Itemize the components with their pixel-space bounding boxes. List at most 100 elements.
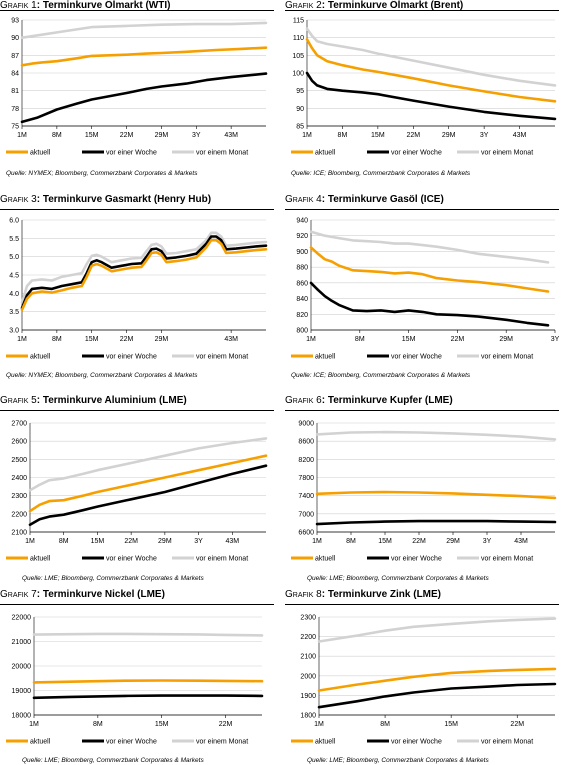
y-tick-label: 90 [296, 106, 304, 113]
y-tick-label: 2200 [300, 634, 316, 641]
y-tick-label: 84 [11, 71, 19, 78]
legend-label: aktuell [315, 150, 336, 157]
chart-source: Quelle: ICE; Bloomberg, Commerzbank Corp… [291, 170, 471, 177]
x-tick-label: 29M [499, 336, 513, 343]
chart-title-sep: : [321, 0, 328, 11]
x-tick-label: 1M [302, 132, 312, 139]
x-tick-label: 43M [224, 132, 238, 139]
legend-label: aktuell [315, 739, 336, 746]
chart-source: Quelle: LME; Bloomberg, Commerzbank Corp… [307, 757, 489, 764]
x-tick-label: 3Y [194, 538, 203, 545]
x-tick-label: 15M [402, 336, 416, 343]
x-tick-label: 1M [17, 336, 27, 343]
x-tick-label: 3Y [483, 538, 492, 545]
series-vor-einem-monat-line [315, 430, 557, 441]
chart-title: Grafik 8: Terminkurve Zink (LME) [285, 589, 441, 600]
legend-label: vor einer Woche [391, 739, 442, 746]
y-tick-label: 940 [296, 218, 308, 225]
series-vor-einem-monat-line [32, 632, 264, 637]
y-tick-label: 880 [296, 265, 308, 272]
y-tick-label: 3.0 [9, 328, 19, 335]
series-vor-einem-monat-line [20, 21, 268, 40]
x-tick-label: 15M [85, 132, 99, 139]
y-tick-label: 6600 [298, 530, 314, 537]
x-tick-label: 22M [510, 721, 524, 728]
chart-title-text: Terminkurve Gasmarkt (Henry Hub) [42, 194, 212, 205]
legend-label: vor einem Monat [481, 556, 533, 563]
y-tick-label: 5.5 [9, 236, 19, 243]
y-tick-label: 900 [296, 249, 308, 256]
title-rule [285, 410, 559, 411]
series-vor-einem-monat-line [28, 437, 268, 492]
x-tick-label: 15M [85, 336, 99, 343]
y-tick-label: 21000 [12, 639, 32, 646]
y-tick-label: 22000 [12, 615, 32, 622]
title-rule [0, 410, 274, 411]
y-tick-label: 2100 [11, 530, 27, 537]
chart-title-prefix: Grafik 3 [0, 194, 37, 205]
y-tick-label: 800 [296, 328, 308, 335]
y-tick-label: 78 [11, 106, 19, 113]
chart-source: Quelle: LME; Bloomberg, Commerzbank Corp… [22, 757, 204, 764]
x-tick-label: 43M [224, 336, 238, 343]
chart-title-text: Terminkurve Zink (LME) [327, 589, 442, 600]
legend-label: aktuell [30, 150, 51, 157]
chart-title-sep: : [36, 395, 43, 406]
chart-title-prefix: Grafik 4 [285, 194, 322, 205]
x-tick-label: 29M [446, 538, 460, 545]
series-vor-einer-woche-line [315, 519, 557, 526]
x-tick-label: 22M [120, 336, 134, 343]
legend-label: vor einem Monat [481, 150, 533, 157]
series-vor-einem-monat-line [20, 231, 268, 304]
x-tick-label: 22M [451, 336, 465, 343]
series-aktuell-line [309, 246, 550, 293]
title-rule [285, 604, 559, 605]
x-tick-label: 22M [412, 538, 426, 545]
legend-label: vor einer Woche [391, 354, 442, 361]
chart-title: Grafik 4: Terminkurve Gasöl (ICE) [285, 194, 444, 205]
chart-source: Quelle: NYMEX; Bloomberg, Commerzbank Co… [6, 170, 198, 177]
chart-title-prefix: Grafik 2 [285, 0, 322, 11]
chart-title-sep: : [321, 395, 328, 406]
x-tick-label: 29M [155, 336, 169, 343]
y-tick-label: 8600 [298, 439, 314, 446]
chart-title-sep: : [36, 589, 43, 600]
legend-label: vor einer Woche [106, 354, 157, 361]
legend-label: aktuell [30, 556, 51, 563]
series-aktuell-line [315, 490, 557, 500]
chart-panel-7: Grafik 7: Terminkurve Nickel (LME) 22000 2… [0, 589, 274, 765]
y-tick-label: 90 [11, 35, 19, 42]
chart-panel-4: Grafik 4: Terminkurve Gasöl (ICE) 940 920 9… [285, 194, 559, 384]
x-tick-label: 3Y [192, 132, 201, 139]
y-tick-label: 7400 [298, 493, 314, 500]
chart-panel-6: Grafik 6: Terminkurve Kupfer (LME) 9000 86… [285, 395, 559, 585]
chart-title-text: Terminkurve Aluminium (LME) [42, 395, 187, 406]
series-aktuell-line [32, 679, 264, 684]
series-vor-einer-woche-line [32, 694, 264, 700]
y-tick-label: 920 [296, 233, 308, 240]
chart-title-prefix: Grafik 6 [285, 395, 322, 406]
title-rule [0, 10, 274, 11]
series-vor-einer-woche-line [28, 464, 268, 526]
y-tick-label: 20000 [12, 664, 32, 671]
chart-title: Grafik 3: Terminkurve Gasmarkt (Henry Hu… [0, 194, 211, 205]
x-tick-label: 8M [59, 538, 69, 545]
y-tick-label: 93 [11, 18, 19, 25]
chart-source: Quelle: ICE; Bloomberg, Commerzbank Corp… [291, 372, 471, 379]
series-aktuell-line [20, 238, 268, 312]
x-tick-label: 1M [314, 721, 324, 728]
series-vor-einem-monat-line [317, 617, 557, 643]
y-tick-label: 2200 [11, 511, 27, 518]
x-tick-label: 3Y [551, 336, 559, 343]
y-tick-label: 860 [296, 280, 308, 287]
x-tick-label: 3Y [480, 132, 489, 139]
y-tick-label: 1900 [300, 693, 316, 700]
y-tick-label: 87 [11, 53, 19, 60]
x-tick-label: 8M [338, 132, 348, 139]
y-tick-label: 85 [296, 124, 304, 131]
chart-title-text: Terminkurve Ölmarkt (Brent) [327, 0, 464, 11]
legend-label: vor einer Woche [106, 556, 157, 563]
